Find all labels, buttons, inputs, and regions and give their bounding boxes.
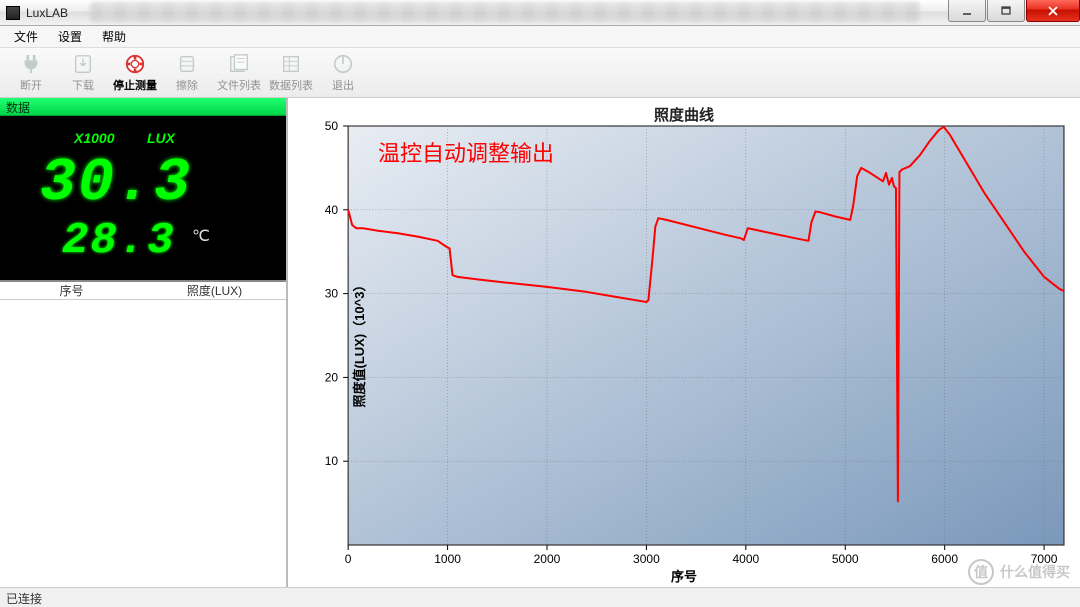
download-label: 下载 — [72, 77, 94, 93]
svg-text:50: 50 — [325, 119, 339, 133]
svg-text:5000: 5000 — [832, 552, 859, 566]
svg-text:1000: 1000 — [434, 552, 461, 566]
menu-settings[interactable]: 设置 — [50, 26, 90, 47]
file-list-label: 文件列表 — [217, 77, 261, 93]
file-list-icon — [228, 53, 250, 75]
disconnect-label: 断开 — [20, 77, 42, 93]
chart-xlabel: 序号 — [288, 566, 1080, 585]
lux-unit-label: LUX — [147, 130, 175, 146]
svg-text:20: 20 — [325, 370, 339, 384]
data-table-header: 序号 照度(LUX) — [0, 282, 286, 300]
svg-text:0: 0 — [345, 552, 352, 566]
lifebuoy-icon — [124, 53, 146, 75]
disconnect-button[interactable]: 断开 — [6, 50, 56, 96]
status-bar: 已连接 — [0, 587, 1080, 607]
file-list-button[interactable]: 文件列表 — [214, 50, 264, 96]
x1000-label: X1000 — [74, 130, 114, 146]
svg-text:6000: 6000 — [931, 552, 958, 566]
svg-text:4000: 4000 — [732, 552, 759, 566]
app-icon — [6, 6, 20, 20]
exit-label: 退出 — [332, 77, 354, 93]
erase-label: 擦除 — [176, 77, 198, 93]
svg-text:3000: 3000 — [633, 552, 660, 566]
erase-button[interactable]: 擦除 — [162, 50, 212, 96]
exit-icon — [332, 53, 354, 75]
download-button[interactable]: 下载 — [58, 50, 108, 96]
svg-text:40: 40 — [325, 203, 339, 217]
menu-help[interactable]: 帮助 — [94, 26, 134, 47]
col-index: 序号 — [0, 282, 143, 299]
maximize-button[interactable] — [987, 0, 1025, 22]
col-lux: 照度(LUX) — [143, 282, 286, 299]
data-table-body[interactable] — [0, 300, 286, 587]
lcd-display: X1000 LUX 30.3 28.3 ℃ — [0, 116, 286, 282]
celsius-unit: ℃ — [192, 226, 210, 246]
data-panel: 数据 X1000 LUX 30.3 28.3 ℃ 序号 照度(LUX) — [0, 98, 288, 587]
window-buttons — [947, 0, 1080, 22]
chart-annotation: 温控自动调整输出 — [378, 136, 554, 168]
menubar: 文件 设置 帮助 — [0, 26, 1080, 48]
chart-ylabel: 照度值(LUX)（10^3） — [349, 278, 368, 407]
chart-panel: 照度曲线 01000200030004000500060007000102030… — [288, 98, 1080, 587]
toolbar: 断开 下载 停止测量 擦除 文件列表 数据列表 退出 — [0, 48, 1080, 98]
watermark-text: 什么值得买 — [1000, 562, 1070, 582]
stop-measure-button[interactable]: 停止测量 — [110, 50, 160, 96]
svg-text:30: 30 — [325, 287, 339, 301]
data-list-label: 数据列表 — [269, 77, 313, 93]
download-icon — [72, 53, 94, 75]
exit-button[interactable]: 退出 — [318, 50, 368, 96]
lux-chart: 010002000300040005000600070001020304050 — [288, 98, 1080, 587]
erase-icon — [176, 53, 198, 75]
stop-measure-label: 停止测量 — [113, 77, 157, 93]
temperature-reading: 28.3 — [62, 216, 176, 266]
status-text: 已连接 — [6, 592, 42, 606]
watermark: 值 什么值得买 — [968, 559, 1070, 585]
close-button[interactable] — [1026, 0, 1080, 22]
svg-text:2000: 2000 — [534, 552, 561, 566]
watermark-badge: 值 — [968, 559, 994, 585]
main-area: 数据 X1000 LUX 30.3 28.3 ℃ 序号 照度(LUX) 照度曲线… — [0, 98, 1080, 587]
minimize-button[interactable] — [948, 0, 986, 22]
titlebar: LuxLAB — [0, 0, 1080, 26]
plug-icon — [20, 53, 42, 75]
data-panel-header: 数据 — [0, 98, 286, 116]
svg-text:10: 10 — [325, 454, 339, 468]
window-title: LuxLAB — [26, 6, 68, 20]
lux-reading: 30.3 — [40, 150, 192, 218]
obscured-title-region — [90, 2, 920, 22]
data-list-icon — [280, 53, 302, 75]
menu-file[interactable]: 文件 — [6, 26, 46, 47]
data-list-button[interactable]: 数据列表 — [266, 50, 316, 96]
